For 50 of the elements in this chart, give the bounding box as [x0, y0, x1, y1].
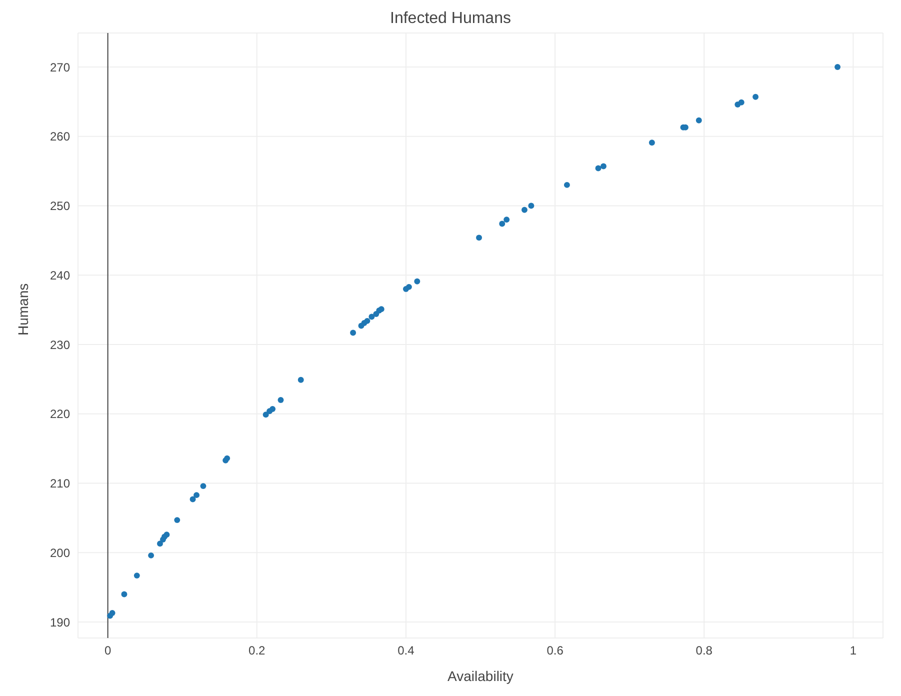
point — [278, 397, 284, 404]
x-tick-label: 0.6 — [546, 644, 564, 658]
x-axis-title: Availability — [448, 668, 514, 684]
point — [834, 64, 841, 70]
point — [504, 216, 510, 223]
y-tick-label: 250 — [50, 199, 70, 214]
point — [262, 412, 269, 418]
point — [648, 140, 655, 146]
point — [752, 94, 759, 100]
x-tick-label: 0.4 — [398, 644, 415, 658]
x-tick-label: 0.8 — [696, 644, 713, 658]
point — [499, 220, 506, 227]
point — [350, 330, 356, 336]
point — [406, 284, 412, 290]
point — [368, 314, 375, 320]
y-tick-label: 230 — [50, 338, 70, 352]
x-tick-label: 1 — [850, 644, 857, 658]
point — [148, 552, 154, 558]
point — [194, 492, 200, 498]
point — [164, 532, 170, 538]
point — [738, 99, 744, 106]
chart-title: Infected Humans — [389, 10, 512, 28]
point — [109, 610, 116, 616]
x-tick-label: 0 — [104, 644, 112, 658]
point — [121, 591, 128, 598]
y-tick-label: 270 — [50, 60, 70, 74]
point — [157, 540, 163, 547]
point — [134, 572, 140, 579]
point — [298, 376, 304, 383]
point — [476, 234, 482, 241]
point — [696, 117, 702, 124]
point — [190, 496, 196, 502]
point — [414, 278, 420, 284]
y-tick-label: 260 — [50, 130, 70, 144]
point — [364, 318, 370, 324]
y-tick-label: 240 — [50, 268, 70, 282]
y-tick-label: 220 — [50, 407, 70, 422]
point — [521, 206, 528, 213]
point — [528, 202, 534, 209]
point — [595, 165, 602, 172]
y-tick-label: 200 — [50, 546, 70, 560]
x-tick-label: 0.2 — [248, 644, 266, 658]
point — [270, 406, 276, 412]
point — [600, 163, 606, 170]
y-tick-label: 210 — [50, 476, 70, 491]
point — [174, 517, 180, 524]
y-tick-label: 190 — [50, 615, 70, 630]
point — [200, 483, 206, 490]
y-axis-title: Humans — [14, 283, 31, 336]
point — [564, 182, 570, 188]
